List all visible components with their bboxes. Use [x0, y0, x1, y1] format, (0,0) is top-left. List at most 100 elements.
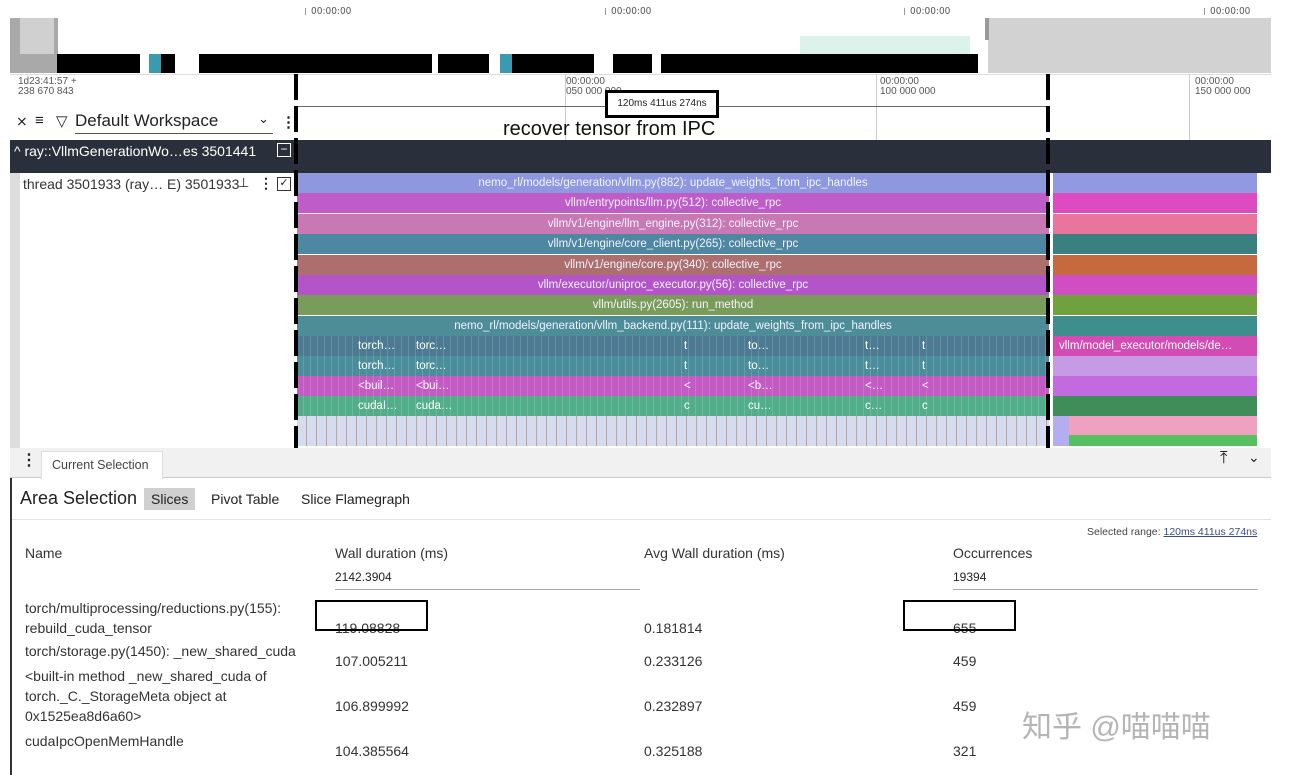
- overview-window-right: [988, 18, 1271, 73]
- panel-menu-icon[interactable]: ⋮: [21, 452, 37, 469]
- slice-row[interactable]: [297, 336, 1049, 356]
- slice-label[interactable]: t: [684, 360, 688, 372]
- time-ruler[interactable]: [296, 74, 1271, 140]
- overview-timeline[interactable]: [10, 0, 1271, 74]
- slice[interactable]: vllm/v1/engine/core.py(340): collective_…: [297, 254, 1049, 275]
- slice[interactable]: [1053, 295, 1257, 316]
- slice-row[interactable]: [297, 376, 1049, 396]
- slice-label[interactable]: <b…: [748, 380, 773, 392]
- panel-border: [10, 478, 12, 775]
- tab-slice-flamegraph[interactable]: Slice Flamegraph: [301, 491, 410, 507]
- slice-label[interactable]: <: [684, 380, 691, 392]
- slice-label[interactable]: <buil…: [358, 380, 395, 392]
- workspace-name: Default Workspace: [75, 111, 219, 130]
- slice[interactable]: [1053, 315, 1257, 336]
- chevron-down-icon[interactable]: ⌄: [1248, 449, 1260, 465]
- slice-label[interactable]: <…: [865, 380, 884, 392]
- slice-row[interactable]: [297, 396, 1049, 416]
- tab-slices[interactable]: Slices: [144, 488, 196, 510]
- overview-tick: 00:00:00: [1204, 6, 1250, 17]
- slice[interactable]: [1053, 213, 1257, 234]
- row-wall: 107.005211: [335, 653, 408, 669]
- workspace-select[interactable]: Default Workspace ⌄: [75, 111, 273, 134]
- overview-bar: [57, 54, 140, 73]
- slice[interactable]: [1053, 376, 1257, 396]
- slice[interactable]: vllm/executor/uniproc_executor.py(56): c…: [297, 275, 1049, 295]
- slice-label[interactable]: torch…: [358, 340, 396, 352]
- slice[interactable]: vllm/model_executor/models/de…: [1053, 336, 1257, 356]
- slice[interactable]: vllm/v1/engine/core_client.py(265): coll…: [297, 234, 1049, 255]
- row-name: cudaIpcOpenMemHandle: [25, 733, 184, 749]
- slice[interactable]: [1053, 396, 1257, 416]
- total-occurrences: 19394: [953, 570, 1258, 590]
- slice-row[interactable]: [297, 356, 1049, 376]
- panel-tabbar: [10, 448, 1271, 478]
- slice-block[interactable]: [1069, 416, 1257, 435]
- ruler-tick: 00:00:00 150 000 000: [1195, 76, 1251, 97]
- column-header-occurrences[interactable]: Occurrences: [953, 545, 1033, 561]
- slice-label[interactable]: <: [922, 380, 929, 392]
- slice-label[interactable]: c…: [865, 400, 883, 412]
- slice-label[interactable]: t…: [865, 360, 880, 372]
- overview-bar: [661, 54, 978, 73]
- slice[interactable]: [1053, 173, 1257, 193]
- slice-label[interactable]: c: [922, 400, 928, 412]
- process-track-header[interactable]: [10, 140, 1271, 173]
- slice[interactable]: [1053, 193, 1257, 214]
- row-occurrences: 459: [953, 653, 977, 669]
- slice[interactable]: nemo_rl/models/generation/vllm.py(882): …: [297, 173, 1049, 193]
- selected-range-link[interactable]: 120ms 411us 274ns: [1163, 526, 1258, 538]
- slice-row-dense[interactable]: [297, 416, 1049, 446]
- collapse-all-icon[interactable]: ⨯: [16, 113, 28, 129]
- tab-current-selection[interactable]: Current Selection: [41, 451, 163, 479]
- maximize-icon[interactable]: ⤒: [1220, 448, 1228, 467]
- slice-label[interactable]: t…: [865, 340, 880, 352]
- slice-label[interactable]: c: [684, 400, 690, 412]
- slice-label[interactable]: cudaI…: [358, 400, 398, 412]
- slice[interactable]: [1053, 275, 1257, 295]
- row-wall: 106.899992: [335, 698, 409, 714]
- slice[interactable]: [1053, 254, 1257, 275]
- slice[interactable]: [1053, 356, 1257, 376]
- column-header-wall[interactable]: Wall duration (ms): [335, 545, 449, 561]
- selection-end-marker[interactable]: [1046, 74, 1050, 448]
- more-icon[interactable]: ⋮: [281, 114, 296, 131]
- slice-block[interactable]: [1069, 435, 1257, 446]
- selection-start-marker[interactable]: [294, 74, 298, 448]
- slice[interactable]: nemo_rl/models/generation/vllm_backend.p…: [297, 315, 1049, 336]
- more-icon[interactable]: ⋮: [259, 175, 273, 191]
- slice[interactable]: vllm/utils.py(2605): run_method: [297, 295, 1049, 316]
- sort-icon[interactable]: ≡: [35, 112, 44, 129]
- slice-label[interactable]: t: [684, 340, 688, 352]
- pin-icon[interactable]: ⊥: [238, 175, 250, 190]
- slice-label[interactable]: <bui…: [416, 380, 450, 392]
- slice-label[interactable]: t: [922, 360, 926, 372]
- slice-label[interactable]: cu…: [748, 400, 772, 412]
- slice-label[interactable]: torc…: [416, 360, 447, 372]
- row-name: torch/storage.py(1450): _new_shared_cuda: [25, 643, 296, 659]
- slice[interactable]: vllm/v1/engine/llm_engine.py(312): colle…: [297, 213, 1049, 234]
- slice-label[interactable]: cuda…: [416, 400, 453, 412]
- overview-bar: [500, 54, 512, 73]
- slice-label[interactable]: torc…: [416, 340, 447, 352]
- filter-icon[interactable]: ▽: [56, 113, 68, 130]
- slice-label[interactable]: to…: [748, 360, 770, 372]
- column-header-name[interactable]: Name: [25, 545, 63, 561]
- slice[interactable]: [1053, 234, 1257, 255]
- highlight-box: [903, 600, 1016, 631]
- slice[interactable]: vllm/entrypoints/llm.py(512): collective…: [297, 193, 1049, 214]
- column-header-avg[interactable]: Avg Wall duration (ms): [644, 545, 785, 561]
- track-indent: [10, 173, 20, 448]
- row-avg: 0.181814: [644, 620, 703, 636]
- divider: [12, 519, 1271, 520]
- thread-label: thread 3501933 (ray… E) 3501933: [23, 176, 240, 192]
- slice-label[interactable]: t: [922, 340, 926, 352]
- overview-handle[interactable]: [985, 18, 989, 40]
- collapse-group-icon[interactable]: −: [277, 143, 291, 157]
- slice-label[interactable]: torch…: [358, 360, 396, 372]
- overview-bar: [512, 54, 594, 73]
- overview-bar: [149, 54, 161, 73]
- checkbox-icon[interactable]: ✓: [277, 177, 291, 191]
- tab-pivot-table[interactable]: Pivot Table: [211, 491, 280, 507]
- slice-label[interactable]: to…: [748, 340, 770, 352]
